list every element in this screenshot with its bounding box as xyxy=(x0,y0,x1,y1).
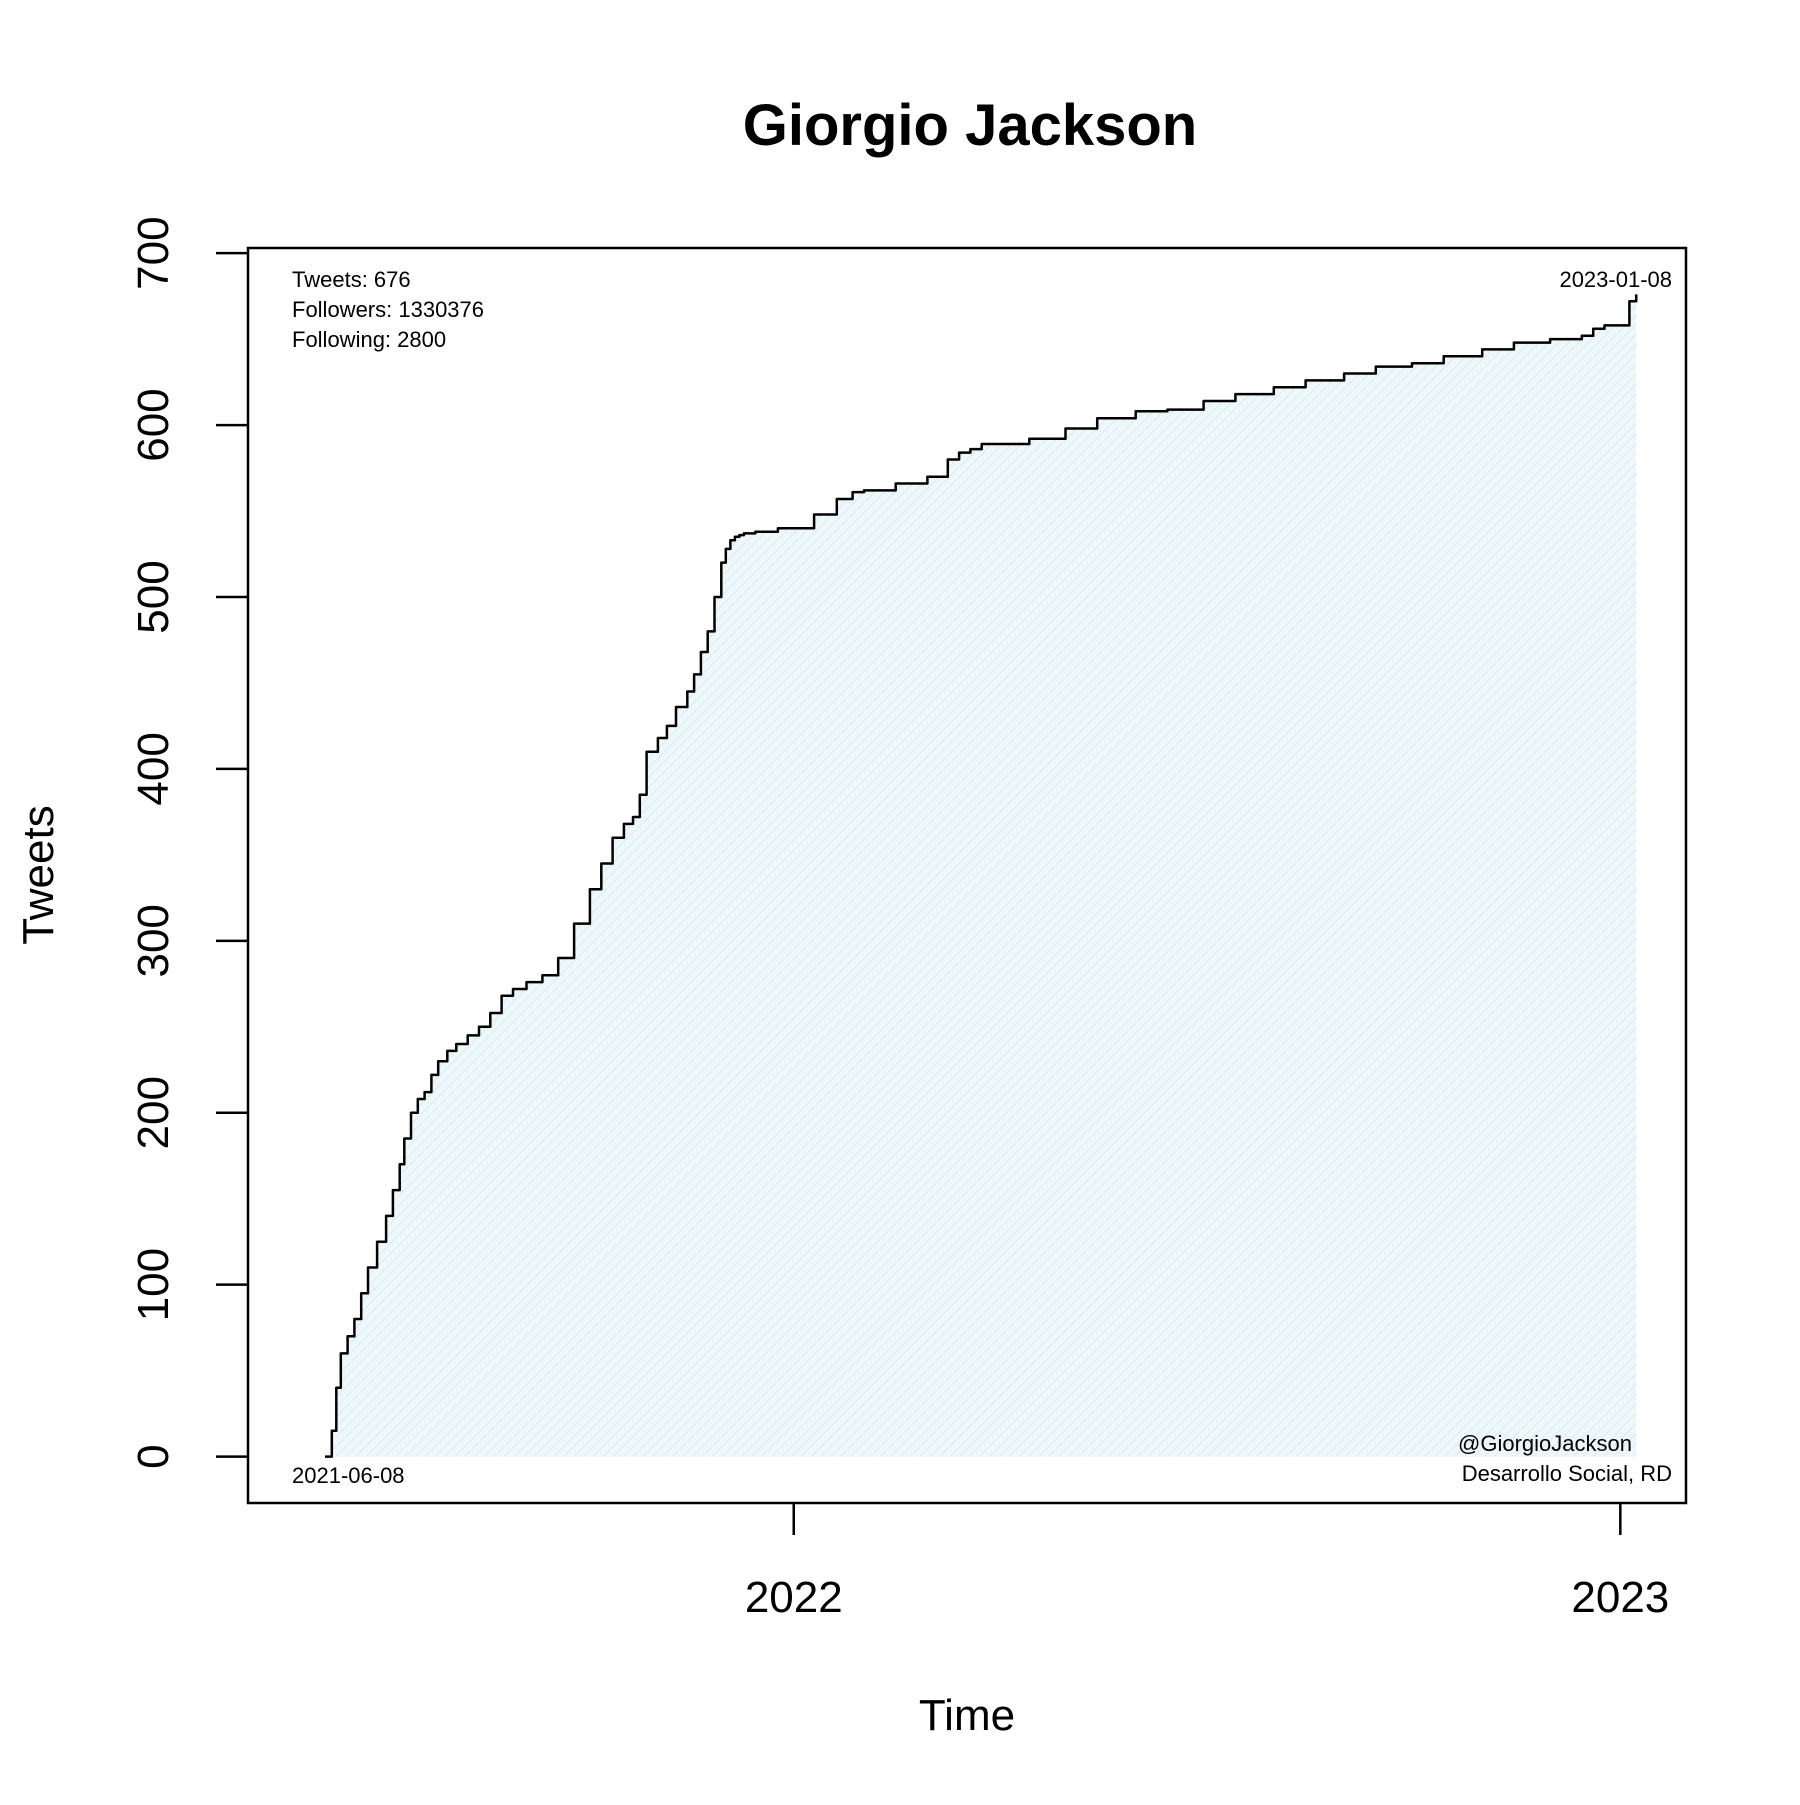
y-tick-label-500: 500 xyxy=(129,560,178,633)
handle-label: @GiorgioJackson xyxy=(1458,1431,1632,1456)
y-tick-label-0: 0 xyxy=(129,1444,178,1468)
series-area-0 xyxy=(325,294,1637,1457)
series-layer xyxy=(325,294,1638,1458)
tweets-count-label: Tweets: 676 xyxy=(292,267,411,292)
y-axis: 0 100 200 300 400 500 600 700 xyxy=(129,216,248,1469)
series-line-0 xyxy=(325,294,1638,1458)
y-tick-label-700: 700 xyxy=(129,216,178,289)
x-tick-label-2023: 2023 xyxy=(1571,1573,1669,1622)
start-date-label: 2021-06-08 xyxy=(292,1463,405,1488)
y-tick-label-600: 600 xyxy=(129,388,178,461)
x-axis-title: Time xyxy=(919,1691,1015,1740)
source-label: Desarrollo Social, RD xyxy=(1462,1461,1672,1486)
followers-count-label: Followers: 1330376 xyxy=(292,297,484,322)
following-count-label: Following: 2800 xyxy=(292,327,446,352)
chart-title: Giorgio Jackson xyxy=(743,93,1197,158)
y-axis-title: Tweets xyxy=(14,805,63,944)
x-axis: 2022 2023 xyxy=(745,1503,1669,1622)
end-date-label: 2023-01-08 xyxy=(1559,267,1672,292)
plot-frame xyxy=(246,246,1688,1505)
y-tick-label-100: 100 xyxy=(129,1248,178,1321)
y-tick-label-200: 200 xyxy=(129,1076,178,1149)
y-tick-label-300: 300 xyxy=(129,904,178,977)
x-tick-label-2022: 2022 xyxy=(745,1573,843,1622)
y-tick-label-400: 400 xyxy=(129,732,178,805)
